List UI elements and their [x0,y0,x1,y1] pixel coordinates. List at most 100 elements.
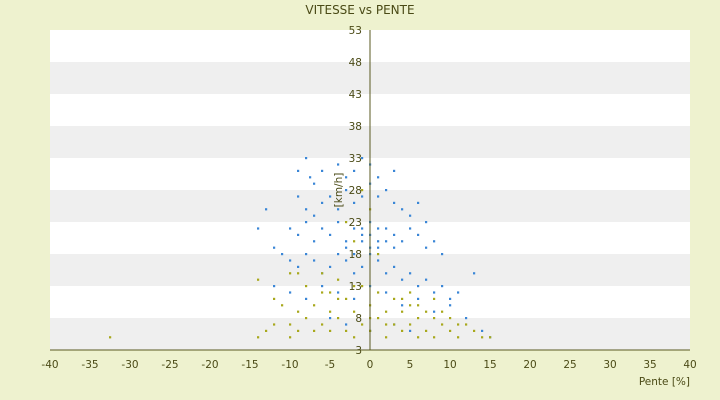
data-point [361,195,364,198]
data-point [401,278,404,281]
data-point [385,323,388,326]
data-point [257,278,260,281]
data-point [289,291,292,294]
data-point [457,323,460,326]
data-point [409,329,412,332]
data-point [273,323,276,326]
data-point [393,246,396,249]
data-point [329,310,332,313]
data-point [361,227,364,230]
x-tick-label: -25 [161,359,178,371]
chart-title: VITESSE vs PENTE [305,3,414,17]
data-point [353,240,356,243]
data-point [473,272,476,275]
data-point [409,291,412,294]
data-point [465,323,468,326]
data-point [377,259,380,262]
data-point [353,285,356,288]
data-point [473,329,476,332]
data-point [377,240,380,243]
data-point [337,278,340,281]
data-point [385,272,388,275]
data-point [345,189,348,192]
data-point [297,233,300,236]
data-point [297,265,300,268]
data-point [353,310,356,313]
data-point [409,304,412,307]
x-tick-label: -10 [281,359,298,371]
data-point [265,329,268,332]
data-point [441,253,444,256]
data-point [329,195,332,198]
data-point [273,297,276,300]
data-point [353,336,356,339]
data-point [401,329,404,332]
y-tick-label: 43 [349,89,362,101]
data-point [257,227,260,230]
data-point [313,259,316,262]
x-tick-label: 0 [367,359,374,371]
data-point [345,176,348,179]
data-point [329,291,332,294]
data-point [305,285,308,288]
x-tick-label: -30 [121,359,138,371]
series-olive-points [109,189,492,339]
y-tick-label: 23 [349,217,362,229]
data-point [409,227,412,230]
x-tick-label: -5 [325,359,335,371]
data-point [337,297,340,300]
x-tick-label: 25 [563,359,576,371]
data-point [393,323,396,326]
data-point [385,336,388,339]
data-point [289,259,292,262]
y-tick-label: 8 [355,313,362,325]
data-point [433,297,436,300]
data-point [265,208,268,211]
data-point [337,253,340,256]
data-point [393,169,396,172]
data-point [457,336,460,339]
data-point [425,310,428,313]
y-tick-label: 3 [355,345,362,357]
data-point [329,329,332,332]
data-point [433,240,436,243]
data-point [329,317,332,320]
x-axis-label: Pente [%] [639,376,690,388]
data-point [377,253,380,256]
data-point [321,272,324,275]
y-tick-label: 13 [349,281,362,293]
x-tick-label: 20 [523,359,536,371]
data-point [297,310,300,313]
y-tick-label: 33 [349,153,362,165]
data-point [337,317,340,320]
data-point [401,240,404,243]
data-point [353,169,356,172]
data-point [393,265,396,268]
data-point [401,208,404,211]
data-point [385,227,388,230]
data-point [361,157,364,160]
data-point [489,336,492,339]
data-point [281,253,284,256]
data-point [377,176,380,179]
data-point [305,221,308,224]
data-point [433,317,436,320]
data-point [377,195,380,198]
data-point [321,169,324,172]
data-point [297,195,300,198]
data-point [337,221,340,224]
data-point [393,201,396,204]
data-point [417,201,420,204]
data-point [353,297,356,300]
data-point [297,272,300,275]
data-point [441,285,444,288]
y-tick-label: 18 [349,249,362,261]
data-point [289,336,292,339]
data-point [481,329,484,332]
data-point [345,323,348,326]
data-point [433,310,436,313]
data-point [361,265,364,268]
x-tick-label: -20 [201,359,218,371]
data-point [457,291,460,294]
data-point [273,246,276,249]
